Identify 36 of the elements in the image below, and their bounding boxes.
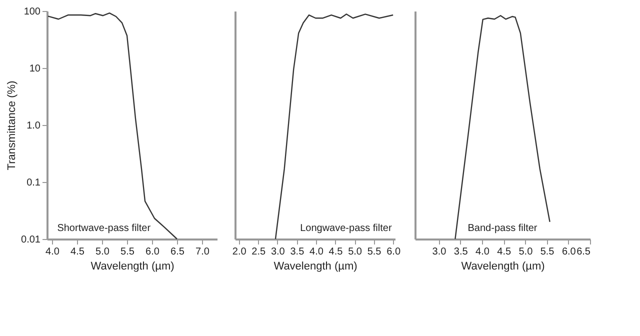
annotation: Shortwave-pass filter — [57, 223, 152, 234]
x-tick-label: 4.5 — [328, 246, 344, 258]
x-tick-label: 6.5 — [170, 246, 185, 258]
x-tick-label: 5.0 — [518, 246, 534, 258]
x-axis-title: Wavelength (µm) — [461, 260, 545, 272]
x-axis-title: Wavelength (µm) — [274, 260, 358, 272]
x-tick-label: 3.0 — [270, 246, 286, 258]
x-tick-label: 6.0 — [146, 246, 160, 258]
x-tick-label: 7.0 — [196, 246, 210, 258]
x-tick-label: 5.5 — [540, 246, 555, 258]
x-tick-label: 2.0 — [232, 246, 247, 258]
x-tick-label: 4.5 — [70, 246, 85, 258]
y-tick-label: 0.1 — [26, 178, 41, 188]
x-tick-label: 3.5 — [290, 246, 305, 258]
x-tick-label: 5.0 — [96, 246, 110, 258]
x-tick-label: 6.0 — [562, 246, 576, 258]
x-tick-label: 5.5 — [120, 246, 135, 258]
x-tick-label: 4.5 — [497, 246, 512, 258]
y-tick-label: 10 — [29, 64, 41, 74]
x-tick-label: 4.0 — [476, 246, 490, 258]
x-tick-label: 3.5 — [454, 246, 468, 258]
y-axis-title: Transmittance (%) — [6, 80, 18, 170]
x-tick-label: 3.0 — [432, 246, 447, 258]
y-tick-label: 0.01 — [21, 234, 41, 246]
x-tick-label: 4.0 — [310, 246, 324, 258]
x-tick-label: 4.0 — [46, 246, 60, 258]
y-tick-label: 1.0 — [26, 120, 41, 132]
annotation: Longwave-pass filter — [300, 223, 392, 234]
x-axis-title: Wavelength (µm) — [90, 260, 174, 272]
y-tick-label: 100 — [24, 6, 41, 18]
x-tick-label: 6.5 — [576, 246, 591, 258]
x-tick-label: 2.5 — [252, 246, 266, 258]
annotation: Band-pass filter — [468, 223, 538, 234]
x-tick-label: 5.5 — [367, 246, 382, 258]
x-tick-label: 6.0 — [386, 246, 401, 258]
x-tick-label: 5.0 — [348, 246, 362, 258]
